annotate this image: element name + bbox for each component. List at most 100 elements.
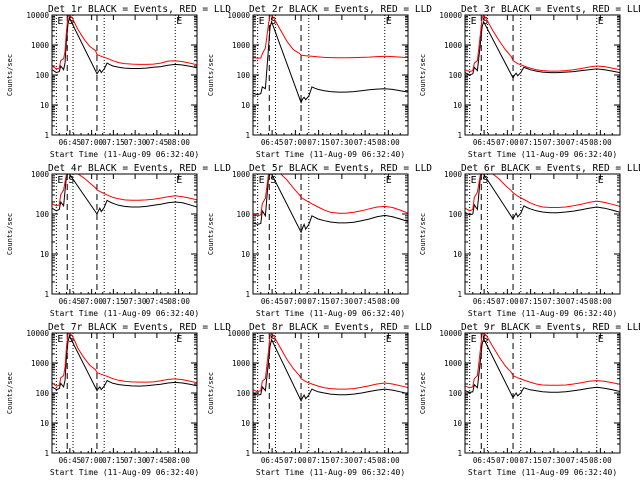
panel-8-xtick-label: 07:45 xyxy=(354,456,377,465)
panel-5: Det 5r BLACK = Events, RED = LLD Counts/s… xyxy=(207,163,432,318)
panel-3-xtick-label: 07:30 xyxy=(543,138,566,147)
panel-9-plot-frame xyxy=(464,332,621,454)
panel-7-xtick-label: 06:45 xyxy=(59,456,82,465)
panel-6-marker-label: E xyxy=(471,175,477,186)
panel-2-xtick-label: 07:00 xyxy=(284,138,307,147)
panel-2-series-lld xyxy=(253,15,408,59)
panel-7-xtick-label: 07:45 xyxy=(146,456,169,465)
panel-8: Det 8r BLACK = Events, RED = LLD Counts/s… xyxy=(207,322,432,477)
panel-4-ylabel: Counts/sec xyxy=(6,213,14,255)
panel-9-marker-label: S xyxy=(482,334,488,345)
panel-9-ytick-label: 1000 xyxy=(444,359,463,368)
panel-8-xtick-label: 07:00 xyxy=(284,456,307,465)
panel-5-ytick-label: 1000 xyxy=(232,170,251,179)
panel-8-marker-label: E xyxy=(259,334,265,345)
panel-2-ytick-label: 10 xyxy=(241,101,251,110)
panel-6-xtick-label: 06:45 xyxy=(473,297,496,306)
panel-1-xlabel: Start Time (11-Aug-09 06:32:40) xyxy=(50,150,199,159)
panel-6-ylabel: Counts/sec xyxy=(419,213,427,255)
panel-9: Det 9r BLACK = Events, RED = LLD Counts/s… xyxy=(419,322,640,477)
panel-3-ylabel: Counts/sec xyxy=(419,54,427,96)
panel-8-marker-label: E xyxy=(386,334,392,345)
panel-2-ytick-label: 10000 xyxy=(227,11,250,20)
panel-8-ytick-label: 10 xyxy=(241,419,251,428)
panel-3-series-lld xyxy=(465,15,620,73)
panel-6-xtick-label: 07:45 xyxy=(566,297,589,306)
panel-7-xtick-label: 07:30 xyxy=(124,456,147,465)
panel-6-xtick-label: 07:30 xyxy=(543,297,566,306)
panel-9-marker-label: E xyxy=(598,334,604,345)
panel-9-xtick-label: 07:00 xyxy=(496,456,519,465)
panel-6-ytick-label: 10 xyxy=(453,250,463,259)
panel-2-title: Det 2r BLACK = Events, RED = LLD xyxy=(249,4,432,15)
panel-8-plot-frame xyxy=(252,332,409,454)
panel-3-xtick-label: 06:45 xyxy=(473,138,496,147)
panel-2-marker-label: E xyxy=(386,16,392,27)
panel-2-ytick-label: 100 xyxy=(236,71,250,80)
panel-3-ytick-label: 100 xyxy=(448,71,462,80)
panel-9-ytick-label: 1 xyxy=(457,449,462,458)
panel-1-marker-label: E xyxy=(176,16,182,27)
panel-9-ylabel: Counts/sec xyxy=(419,372,427,414)
panel-4-ytick-label: 1 xyxy=(44,290,49,299)
panel-2-xtick-label: 07:15 xyxy=(307,138,330,147)
panel-3-series-events xyxy=(465,20,620,79)
panel-1-xtick-label: 07:15 xyxy=(102,138,125,147)
panel-4-marker-label: S xyxy=(68,175,74,186)
panel-2-series-events xyxy=(253,20,408,104)
panel-2-xlabel: Start Time (11-Aug-09 06:32:40) xyxy=(256,150,405,159)
panel-4-xtick-label: 07:45 xyxy=(146,297,169,306)
panel-5-xtick-label: 07:15 xyxy=(307,297,330,306)
panel-1-ytick-label: 10 xyxy=(40,101,50,110)
panel-1-ytick-label: 1 xyxy=(44,131,49,140)
panel-4-xtick-label: 07:15 xyxy=(102,297,125,306)
panel-5-marker-label: E xyxy=(386,175,392,186)
panel-4-ytick-label: 10 xyxy=(40,250,50,259)
panel-5-ytick-label: 10 xyxy=(241,250,251,259)
panel-4-ytick-label: 1000 xyxy=(31,170,50,179)
panel-2-ytick-label: 1 xyxy=(245,131,250,140)
panel-3-y-minor-ticks xyxy=(465,15,620,127)
panel-3-ytick-label: 1000 xyxy=(444,41,463,50)
panel-7-y-minor-ticks xyxy=(52,333,197,445)
panel-3-ytick-label: 10 xyxy=(453,101,463,110)
panel-5-xtick-label: 07:30 xyxy=(331,297,354,306)
panel-7-xlabel: Start Time (11-Aug-09 06:32:40) xyxy=(50,468,199,477)
panel-1-xtick-label: 07:45 xyxy=(146,138,169,147)
panel-9-ytick-label: 10000 xyxy=(439,329,462,338)
panel-1-xtick-label: 08:00 xyxy=(167,138,190,147)
panel-4-ytick-label: 100 xyxy=(35,210,49,219)
panel-7-ytick-label: 10000 xyxy=(26,329,49,338)
panel-1-ytick-label: 100 xyxy=(35,71,49,80)
panel-7-ytick-label: 100 xyxy=(35,389,49,398)
panel-4-series-events xyxy=(52,174,197,216)
panel-7-xtick-label: 08:00 xyxy=(167,456,190,465)
panel-3-plot-frame xyxy=(464,14,621,136)
panel-5-xtick-label: 08:00 xyxy=(377,297,400,306)
panel-6-series-lld xyxy=(465,174,620,212)
panel-6-xtick-label: 07:15 xyxy=(519,297,542,306)
panel-6-ytick-label: 100 xyxy=(448,210,462,219)
panel-8-marker-label: S xyxy=(270,334,276,345)
panel-9-xtick-label: 08:00 xyxy=(589,456,612,465)
panel-4: Det 4r BLACK = Events, RED = LLD Counts/s… xyxy=(6,163,231,318)
panel-6-xtick-label: 08:00 xyxy=(589,297,612,306)
panel-6-plot-frame xyxy=(464,173,621,295)
panel-7-title: Det 7r BLACK = Events, RED = LLD xyxy=(48,322,231,333)
panel-3-title: Det 3r BLACK = Events, RED = LLD xyxy=(461,4,640,15)
panel-1-title: Det 1r BLACK = Events, RED = LLD xyxy=(48,4,231,15)
panel-3-xtick-label: 07:00 xyxy=(496,138,519,147)
panel-9-xtick-label: 07:45 xyxy=(566,456,589,465)
panel-9-ytick-label: 10 xyxy=(453,419,463,428)
panel-8-series-lld xyxy=(253,333,408,393)
panel-6-xlabel: Start Time (11-Aug-09 06:32:40) xyxy=(468,309,617,318)
panel-5-ylabel: Counts/sec xyxy=(207,213,215,255)
panel-4-series-lld xyxy=(52,174,197,207)
panel-3-ytick-label: 10000 xyxy=(439,11,462,20)
panel-5-xtick-label: 07:00 xyxy=(284,297,307,306)
panel-2-marker-label: E xyxy=(259,16,265,27)
panel-5-ytick-label: 100 xyxy=(236,210,250,219)
panel-8-ytick-label: 100 xyxy=(236,389,250,398)
panel-7: Det 7r BLACK = Events, RED = LLD Counts/s… xyxy=(6,322,231,477)
